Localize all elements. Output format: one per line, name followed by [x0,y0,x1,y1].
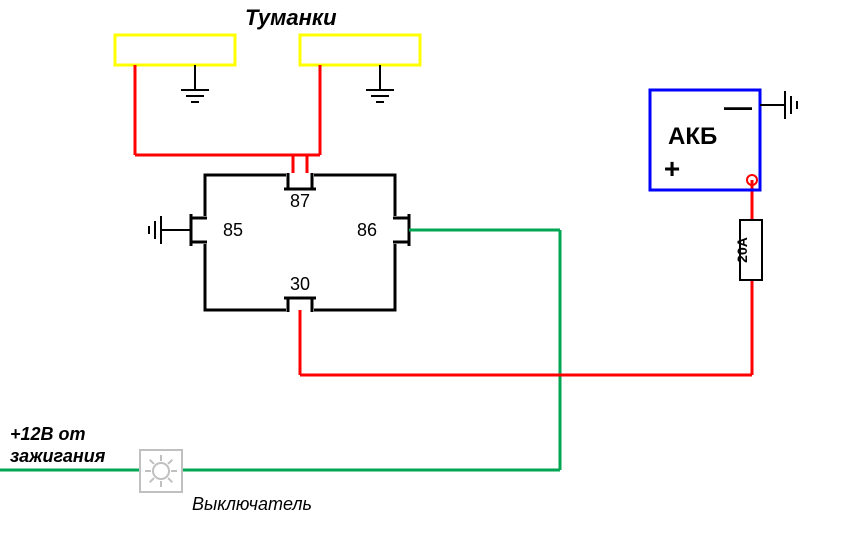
battery-label: АКБ [668,123,717,150]
switch-label: Выключатель [192,494,312,514]
battery-minus: — [724,91,752,122]
fog-lamp-right [300,35,420,65]
pin-87-label: 87 [290,191,310,211]
fog-lamp-left [115,35,235,65]
ignition-label-2: зажигания [10,446,106,466]
pin-85-label: 85 [223,220,243,240]
battery-plus: + [664,153,680,184]
fuse-label: 20A [734,237,750,263]
pin-86-label: 86 [357,220,377,240]
pin-30-label: 30 [290,274,310,294]
ignition-label-1: +12В от [10,424,86,444]
title-text: Туманки [245,5,337,30]
